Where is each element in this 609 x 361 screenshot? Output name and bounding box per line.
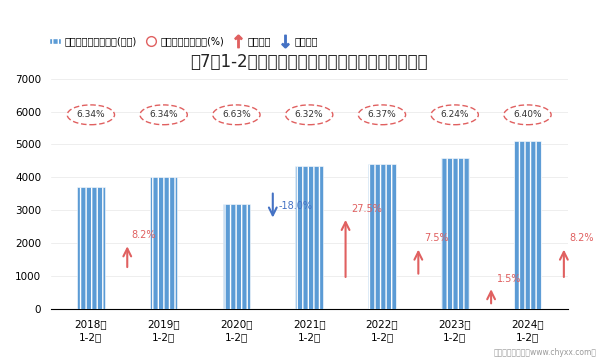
Ellipse shape — [67, 105, 114, 125]
Text: 8.2%: 8.2% — [569, 234, 594, 243]
Bar — [513, 141, 541, 309]
Ellipse shape — [140, 105, 188, 125]
Ellipse shape — [431, 105, 478, 125]
Bar — [295, 166, 323, 309]
Text: 6.32%: 6.32% — [295, 110, 323, 119]
Bar — [368, 164, 396, 309]
Ellipse shape — [358, 105, 406, 125]
Ellipse shape — [286, 105, 333, 125]
Text: 6.37%: 6.37% — [368, 110, 396, 119]
Ellipse shape — [213, 105, 260, 125]
Text: 27.5%: 27.5% — [351, 204, 382, 214]
Text: 6.40%: 6.40% — [513, 110, 542, 119]
Ellipse shape — [504, 105, 551, 125]
Bar — [222, 204, 250, 309]
Legend: 社会消费品零售总额(亿元), 浙江省占全国比重(%), 同比增加, 同比减少: 社会消费品零售总额(亿元), 浙江省占全国比重(%), 同比增加, 同比减少 — [46, 32, 322, 50]
Text: 8.2%: 8.2% — [131, 230, 155, 240]
Text: 6.63%: 6.63% — [222, 110, 251, 119]
Text: 7.5%: 7.5% — [424, 234, 449, 243]
Text: 制图：智研咨询（www.chyxx.com）: 制图：智研咨询（www.chyxx.com） — [494, 348, 597, 357]
Bar — [150, 178, 177, 309]
Bar — [441, 158, 468, 309]
Text: 1.5%: 1.5% — [497, 274, 521, 284]
Text: 6.24%: 6.24% — [440, 110, 469, 119]
Text: -18.0%: -18.0% — [278, 201, 312, 210]
Text: 6.34%: 6.34% — [149, 110, 178, 119]
Text: 6.34%: 6.34% — [77, 110, 105, 119]
Title: 近7年1-2月浙江省累计社会消费品零售总额统计图: 近7年1-2月浙江省累计社会消费品零售总额统计图 — [191, 53, 428, 71]
Bar — [77, 187, 105, 309]
